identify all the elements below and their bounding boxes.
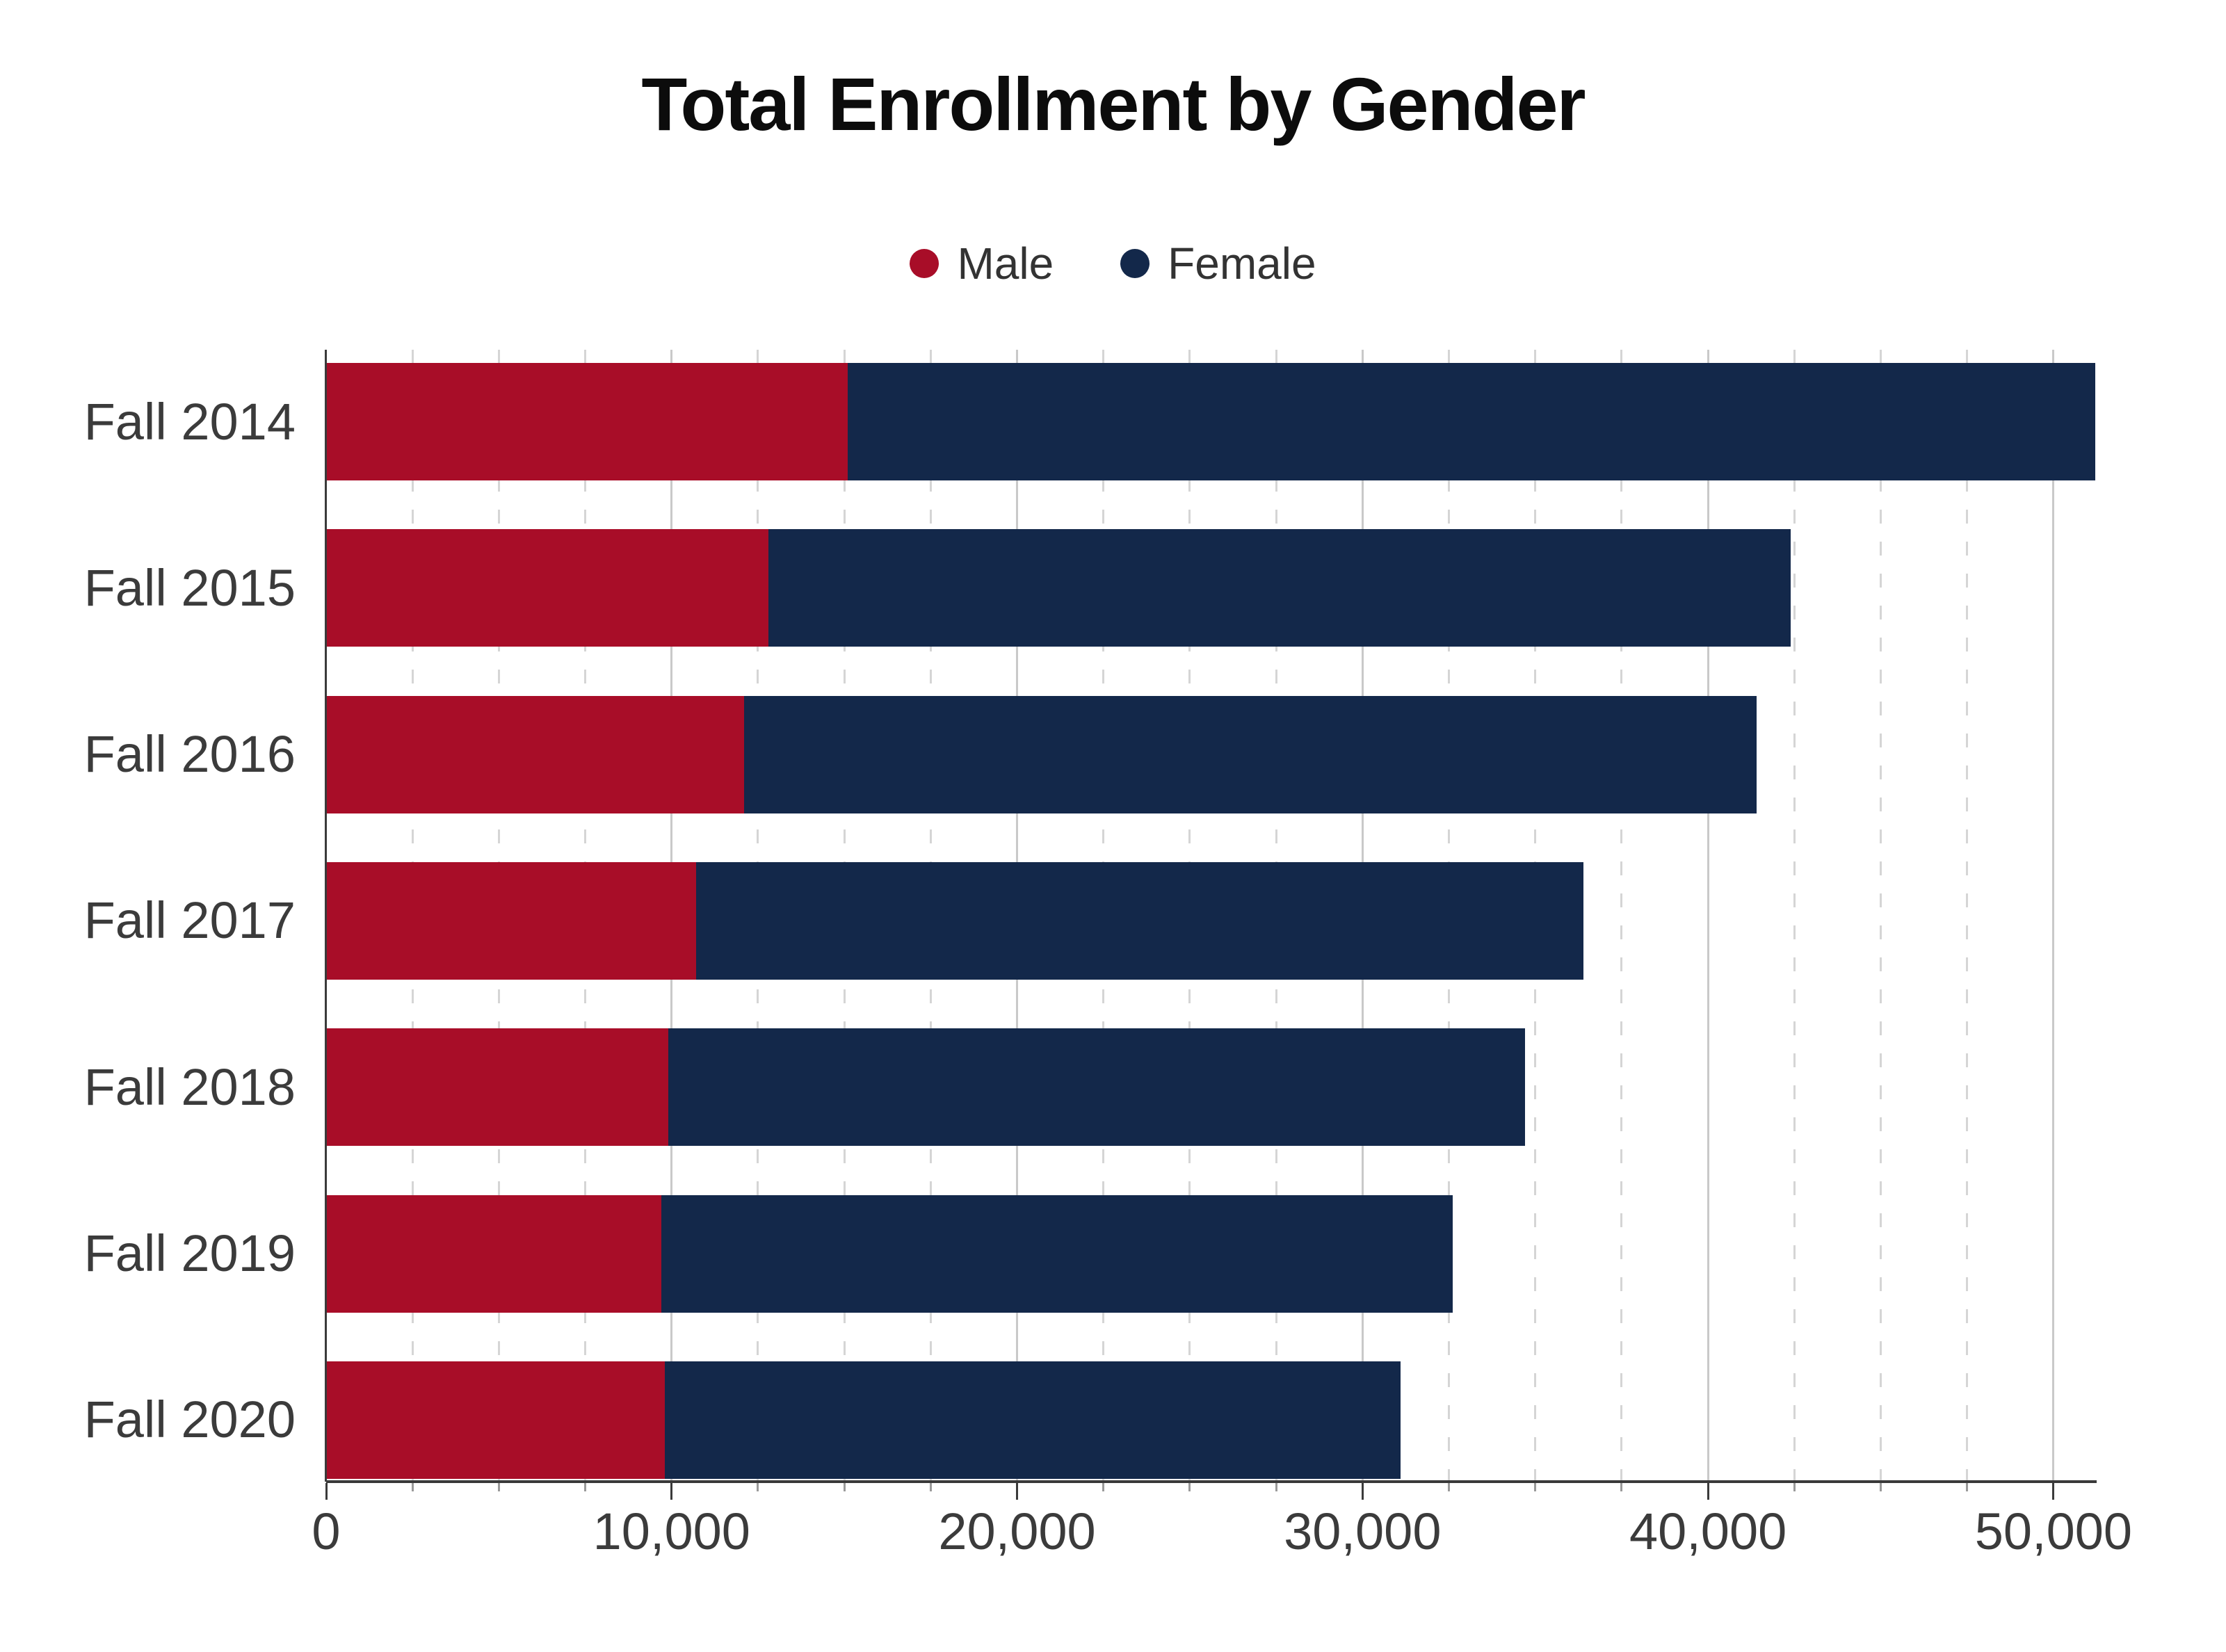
female-bar-segment [744,695,1757,813]
male-bar-segment [326,1195,661,1313]
gridline-minor [1620,350,1623,1482]
x-axis-tick-minor [1448,1483,1451,1491]
bar-row-fall-2015 [326,529,2097,647]
legend: Male Female [0,235,2226,292]
female-legend-dot-icon [1120,249,1150,278]
legend-item-male: Male [910,241,1054,286]
bar-row-fall-2017 [326,861,2097,980]
y-axis-label: Fall 2016 [83,725,296,784]
x-axis-tick-minor [1966,1483,1969,1491]
male-bar-segment [326,529,768,647]
male-bar-segment [326,1028,668,1147]
y-axis-label: Fall 2015 [83,558,296,617]
plot-area [325,350,2097,1483]
x-axis-tick-minor [411,1483,414,1491]
x-axis-tick-label: 20,000 [938,1503,1096,1560]
male-legend-label: Male [957,238,1054,289]
gridline-major [1707,350,1709,1482]
x-axis-tick-label: 50,000 [1974,1503,2133,1560]
x-axis-tick-minor [1793,1483,1796,1491]
male-bar-segment [326,861,696,980]
x-axis-tick-minor [929,1483,932,1491]
x-axis-tick-major [325,1483,328,1500]
x-axis-line [326,1480,2097,1483]
y-axis-label: Fall 2014 [83,392,296,451]
y-axis-label: Fall 2019 [83,1224,296,1282]
x-axis-tick-label: 30,000 [1284,1503,1442,1560]
female-bar-segment [661,1195,1453,1313]
x-axis-tick-minor [1188,1483,1191,1491]
x-axis-tick-major [670,1483,673,1500]
gridline-minor [1880,350,1882,1482]
x-axis-tick-major [1361,1483,1364,1500]
bar-row-fall-2016 [326,695,2097,813]
male-bar-segment [326,1361,665,1479]
y-axis-label: Fall 2020 [83,1391,296,1449]
x-axis-tick-minor [1620,1483,1623,1491]
male-bar-segment [326,695,745,813]
male-bar-segment [326,363,848,480]
gridline-minor [1793,350,1796,1482]
female-bar-segment [668,1028,1525,1147]
x-axis-tick-minor [757,1483,759,1491]
female-bar-segment [695,861,1584,980]
y-axis-line [325,350,327,1482]
x-axis-tick-label: 10,000 [592,1503,750,1560]
y-axis-label: Fall 2017 [83,891,296,950]
x-axis-tick-major [1016,1483,1019,1500]
male-legend-dot-icon [910,249,939,278]
female-legend-label: Female [1168,238,1316,289]
x-axis-tick-major [1707,1483,1709,1500]
bar-row-fall-2020 [326,1361,2097,1479]
x-axis-tick-label: 40,000 [1629,1503,1787,1560]
x-axis-tick-minor [843,1483,846,1491]
gridline-minor [1966,350,1969,1482]
x-axis-tick-minor [1880,1483,1882,1491]
x-axis-tick-minor [1534,1483,1537,1491]
chart-title: Total Enrollment by Gender [641,62,1586,146]
gridline-major [2052,350,2055,1482]
x-axis-tick-minor [1275,1483,1277,1491]
x-axis-tick-label: 0 [312,1503,341,1560]
x-axis-tick-minor [497,1483,500,1491]
x-axis-tick-minor [1102,1483,1105,1491]
x-axis-tick-minor [584,1483,587,1491]
bar-row-fall-2019 [326,1195,2097,1313]
legend-item-female: Female [1120,241,1316,286]
female-bar-segment [768,529,1791,647]
y-axis-label: Fall 2018 [83,1058,296,1116]
x-axis-tick-major [2052,1483,2055,1500]
bar-row-fall-2018 [326,1028,2097,1147]
bar-row-fall-2014 [326,363,2097,480]
female-bar-segment [664,1361,1401,1479]
female-bar-segment [848,363,2095,480]
